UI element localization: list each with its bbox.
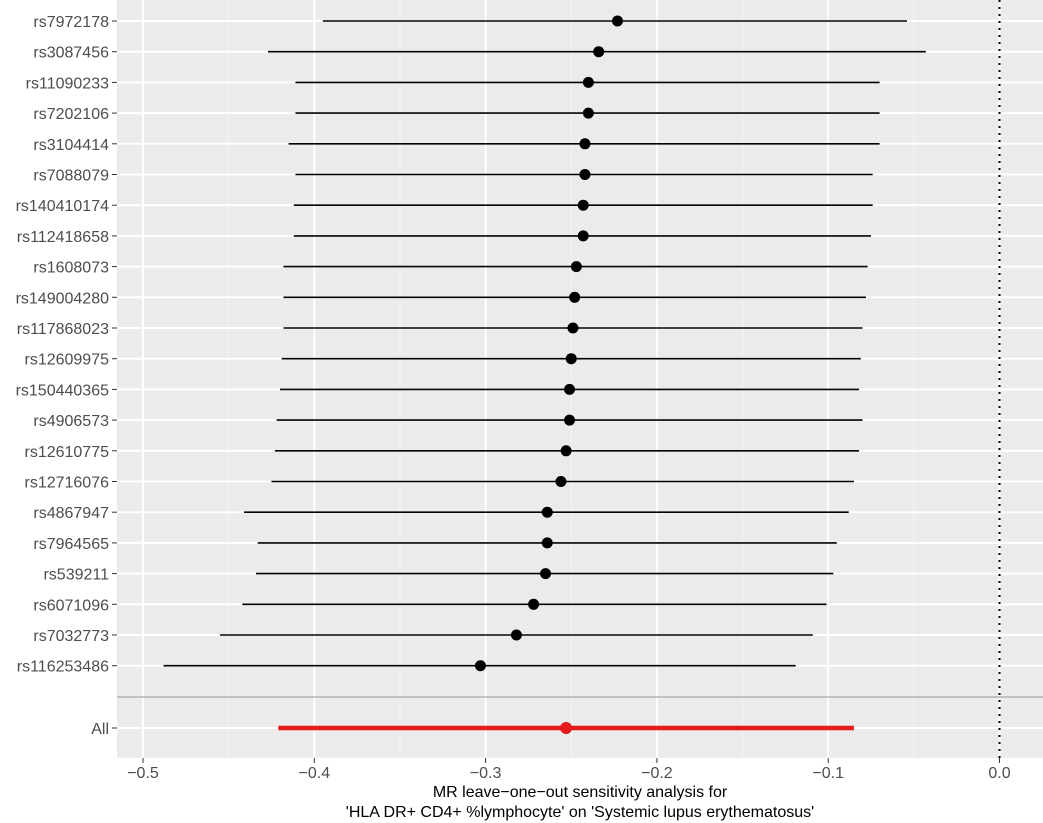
x-tick-label: −0.4 <box>299 765 331 782</box>
y-label-rs116253486: rs116253486 <box>17 659 109 676</box>
y-label-rs11090233: rs11090233 <box>26 75 109 92</box>
estimate-point-rs12610775 <box>560 445 572 457</box>
estimate-point-rs4906573 <box>564 414 576 426</box>
y-axis-labels: rs7972178 rs3087456 rs11090233 rs7202106 rs3… <box>16 14 110 738</box>
y-label-rs4867947: rs4867947 <box>33 505 109 522</box>
estimate-point-rs7202106 <box>582 107 594 119</box>
estimate-point-rs116253486 <box>474 660 486 672</box>
estimate-point-rs150440365 <box>564 383 576 395</box>
estimate-point-rs7964565 <box>541 537 553 549</box>
y-label-rs539211: rs539211 <box>43 567 109 584</box>
x-axis: −0.5 −0.4 −0.3 −0.2 −0.1 0.0 <box>127 758 1011 782</box>
estimate-point-rs3104414 <box>579 138 591 150</box>
y-label-rs1608073: rs1608073 <box>33 260 109 277</box>
estimate-point-rs539211 <box>540 568 552 580</box>
y-axis-ticks <box>112 20 117 729</box>
estimate-point-rs117868023 <box>567 322 579 334</box>
estimate-point-rs149004280 <box>569 291 581 303</box>
y-label-rs4906573: rs4906573 <box>33 413 109 430</box>
y-label-rs112418658: rs112418658 <box>17 229 109 246</box>
x-axis-title-line-1: MR leave−one−out sensitivity analysis fo… <box>433 784 728 801</box>
estimate-point-overall <box>560 722 573 734</box>
y-label-rs3104414: rs3104414 <box>33 137 109 154</box>
estimate-point-rs140410174 <box>577 199 589 211</box>
y-label-rs3087456: rs3087456 <box>33 45 109 62</box>
estimate-point-rs6071096 <box>528 598 540 610</box>
x-axis-title-line-2: 'HLA DR+ CD4+ %lymphocyte' on 'Systemic … <box>346 804 814 821</box>
y-label-rs7088079: rs7088079 <box>33 168 109 185</box>
y-label-rs140410174: rs140410174 <box>16 198 110 215</box>
y-label-rs7202106: rs7202106 <box>33 106 109 123</box>
x-tick-label: −0.3 <box>470 765 502 782</box>
y-label-rs6071096: rs6071096 <box>33 597 109 614</box>
estimate-point-rs7088079 <box>579 169 591 180</box>
y-label-rs7032773: rs7032773 <box>33 628 109 645</box>
y-label-rs7972178: rs7972178 <box>33 14 109 31</box>
x-axis-title: MR leave−one−out sensitivity analysis fo… <box>346 784 814 821</box>
y-label-rs12610775: rs12610775 <box>24 444 109 461</box>
x-tick-label: −0.2 <box>641 765 673 782</box>
y-label-rs150440365: rs150440365 <box>16 382 110 399</box>
estimate-point-rs7972178 <box>612 15 624 27</box>
y-label-overall: All <box>91 721 109 738</box>
estimate-point-rs4867947 <box>541 506 553 518</box>
y-label-rs12609975: rs12609975 <box>24 352 109 369</box>
y-label-rs149004280: rs149004280 <box>16 290 110 307</box>
y-label-rs12716076: rs12716076 <box>24 475 109 492</box>
y-label-rs117868023: rs117868023 <box>17 321 109 338</box>
estimate-point-rs7032773 <box>510 629 522 641</box>
point-estimates <box>474 15 624 734</box>
x-tick-label: 0.0 <box>988 765 1010 782</box>
estimate-point-rs12716076 <box>555 476 567 487</box>
plot-panel <box>117 0 1043 758</box>
y-label-rs7964565: rs7964565 <box>33 536 109 553</box>
estimate-point-rs11090233 <box>582 76 594 88</box>
estimate-point-rs1608073 <box>570 261 582 273</box>
x-tick-label: −0.5 <box>127 765 159 782</box>
estimate-point-rs12609975 <box>565 353 577 365</box>
x-tick-label: −0.1 <box>812 765 844 782</box>
estimate-point-rs112418658 <box>577 230 589 242</box>
estimate-point-rs3087456 <box>593 46 605 58</box>
